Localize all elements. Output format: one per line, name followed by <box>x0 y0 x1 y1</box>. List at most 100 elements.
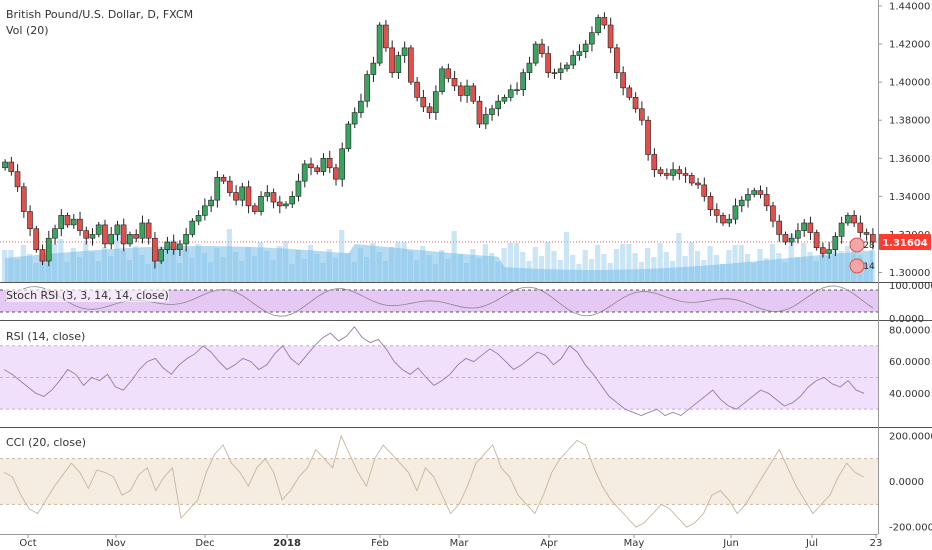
candle-body <box>308 163 314 169</box>
candle-body <box>395 55 402 73</box>
candle-body <box>776 220 782 235</box>
price-tick-label: 1.42000 <box>889 40 930 51</box>
candle-body <box>70 218 77 226</box>
candle-body <box>108 234 114 245</box>
candle-body <box>507 89 514 98</box>
candle-body <box>120 224 127 245</box>
candle-body <box>770 205 776 222</box>
candle-body <box>626 87 633 98</box>
candle-body <box>226 180 233 193</box>
price-tick-label: 1.40000 <box>889 78 930 89</box>
candle-body <box>782 234 789 243</box>
candle-body <box>820 247 826 254</box>
current-price-badge <box>879 233 931 250</box>
time-tick-label: Apr <box>540 538 558 549</box>
stoch-tick-label: 0.0000 <box>889 314 924 325</box>
price-tick-label: 1.36000 <box>889 154 930 165</box>
candle-body <box>470 85 477 102</box>
time-tick-label: Jun <box>722 538 739 549</box>
candle-body <box>52 228 58 239</box>
candle-body <box>177 243 183 250</box>
candle-body <box>501 97 508 102</box>
cci-pane <box>0 434 878 528</box>
time-tick-label: Jul <box>805 538 818 549</box>
candle-body <box>801 222 807 231</box>
candle-body <box>676 169 683 174</box>
volume-bar <box>613 249 620 282</box>
candle-body <box>183 234 189 245</box>
candle-body <box>464 85 470 96</box>
candle-body <box>295 180 302 197</box>
candle-body <box>8 161 15 172</box>
candle-body <box>720 215 726 224</box>
candle-body <box>432 91 439 113</box>
candle-body <box>270 192 277 203</box>
candle-body <box>844 215 851 224</box>
candle-body <box>564 64 570 70</box>
volume-bar <box>632 253 638 282</box>
time-tick-label: Mar <box>450 538 470 549</box>
candle-body <box>813 232 820 249</box>
time-tick-label: 23 <box>870 538 883 549</box>
candles[interactable] <box>2 12 876 269</box>
candle-body <box>152 237 158 262</box>
volume-ma-area <box>5 243 873 282</box>
rsi-pane <box>0 326 878 417</box>
candle-body <box>320 157 327 172</box>
rsi-tick-label: 60.0000 <box>889 357 930 368</box>
candle-body <box>208 199 214 207</box>
candle-body <box>95 224 102 235</box>
candle-body <box>289 196 296 205</box>
event-badge <box>849 237 865 253</box>
candle-body <box>863 232 870 235</box>
candle-body <box>657 169 664 174</box>
candle-body <box>713 209 720 216</box>
price-tick-label: 1.34000 <box>889 192 930 203</box>
candle-body <box>645 119 651 155</box>
volume-bar <box>601 254 607 282</box>
candle-body <box>401 47 408 56</box>
stoch-rsi-label: Stoch RSI (3, 3, 14, 14, close) <box>6 289 169 302</box>
price-tick-label: 1.38000 <box>889 116 930 127</box>
event-badge <box>849 258 865 274</box>
volume-bars <box>2 228 875 282</box>
candle-body <box>445 68 452 79</box>
candle-body <box>738 199 745 207</box>
candle-body <box>476 100 483 125</box>
candle-body <box>451 78 458 87</box>
time-tick-label: Feb <box>371 538 389 549</box>
candle-body <box>832 236 839 250</box>
volume-bar <box>520 252 526 282</box>
candle-body <box>420 97 427 108</box>
candle-body <box>869 234 876 243</box>
candle-body <box>620 72 626 89</box>
candle-body <box>695 182 701 186</box>
candle-body <box>838 222 845 237</box>
candle-body <box>532 43 539 64</box>
volume-bar <box>707 246 713 282</box>
candle-body <box>102 224 108 245</box>
candle-body <box>364 74 370 102</box>
time-tick-label: 2018 <box>273 538 301 549</box>
candle-body <box>651 154 658 170</box>
volume-bar <box>582 250 588 282</box>
cci-band <box>0 458 878 505</box>
candle-body <box>139 222 146 239</box>
candle-body <box>283 203 289 207</box>
candle-body <box>557 68 564 73</box>
volume-bar <box>2 250 8 282</box>
candle-body <box>545 53 551 73</box>
candle-body <box>27 211 33 230</box>
candle-body <box>214 177 221 201</box>
candle-body <box>264 192 271 197</box>
candle-body <box>589 32 595 45</box>
time-tick-label: Dec <box>195 538 214 549</box>
price-tick-label: 1.30000 <box>889 268 930 279</box>
candle-body <box>607 24 614 49</box>
candle-body <box>326 157 333 169</box>
candle-body <box>164 241 171 250</box>
candle-body <box>595 17 601 33</box>
